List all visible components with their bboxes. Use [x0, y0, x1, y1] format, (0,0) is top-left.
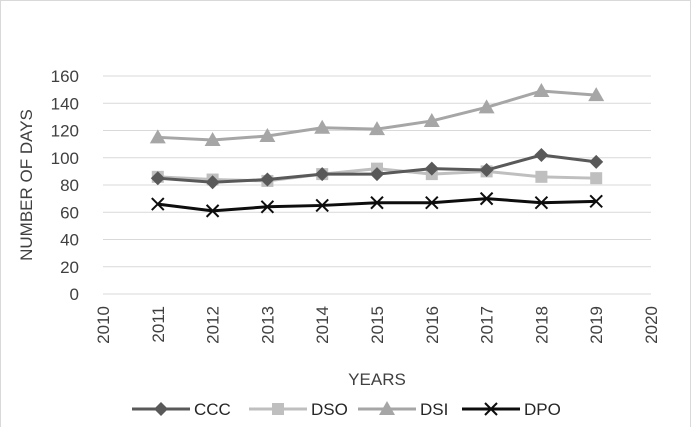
legend-label: DSI	[420, 400, 448, 419]
data-point	[379, 401, 395, 415]
data-point	[425, 196, 439, 210]
x-tick-label: 2016	[423, 306, 442, 344]
legend-item-dpo: DPO	[462, 400, 561, 419]
data-point-stroke	[260, 200, 275, 214]
data-point	[205, 175, 220, 190]
x-tick-label: 2020	[642, 306, 661, 344]
legend-item-ccc: CCC	[132, 400, 231, 419]
data-point	[314, 119, 331, 134]
y-axis-title: NUMBER OF DAYS	[17, 109, 36, 261]
x-axis-title: YEARS	[348, 370, 406, 389]
gridlines	[103, 75, 651, 295]
data-point-stroke	[205, 204, 220, 218]
y-tick-label: 60	[60, 203, 79, 222]
data-point	[260, 172, 275, 187]
data-point	[272, 403, 284, 415]
series-line	[157, 197, 597, 213]
y-tick-label: 120	[51, 122, 79, 141]
data-point	[149, 129, 166, 144]
data-point	[370, 196, 384, 210]
data-point	[150, 171, 165, 186]
series-ccc	[150, 148, 604, 190]
data-point	[534, 148, 549, 163]
y-tick-label: 20	[60, 258, 79, 277]
data-point	[423, 112, 440, 127]
y-tick-labels: 0 20 40 60 80 100 120 140 160	[51, 67, 79, 304]
data-point	[534, 196, 549, 210]
data-point-stroke	[370, 196, 384, 210]
data-point-stroke	[484, 402, 498, 416]
data-point	[259, 127, 276, 142]
x-tick-label: 2019	[587, 306, 606, 344]
data-point	[154, 402, 168, 416]
series-dsi	[149, 82, 605, 147]
y-tick-label: 80	[60, 176, 79, 195]
data-point-stroke	[479, 191, 494, 206]
x-tick-label: 2015	[368, 306, 387, 344]
legend-label: DSO	[311, 400, 348, 419]
data-point	[484, 402, 498, 416]
data-point-stroke	[425, 196, 439, 210]
y-tick-label: 0	[70, 285, 79, 304]
data-point	[370, 167, 384, 182]
legend: CCC DSO DSI DPO	[132, 400, 561, 419]
data-point	[151, 197, 165, 211]
x-tick-label: 2011	[149, 306, 168, 343]
x-tick-label: 2017	[478, 306, 497, 344]
legend-label: DPO	[524, 400, 561, 419]
series-group	[149, 82, 605, 218]
y-tick-label: 140	[51, 94, 79, 113]
legend-item-dsi: DSI	[358, 400, 448, 419]
data-point	[204, 132, 221, 147]
data-point-stroke	[315, 198, 329, 213]
y-tick-label: 40	[60, 231, 79, 250]
data-point	[315, 198, 329, 213]
data-point	[315, 167, 330, 182]
y-tick-label: 100	[51, 149, 79, 168]
data-point	[424, 161, 439, 176]
data-point	[260, 200, 275, 214]
x-tick-label: 2012	[204, 306, 223, 344]
data-point	[479, 163, 494, 178]
data-point	[479, 191, 494, 206]
x-tick-label: 2010	[94, 306, 113, 344]
data-point	[589, 194, 603, 209]
data-point-stroke	[534, 196, 549, 210]
legend-label: CCC	[194, 400, 231, 419]
data-point	[589, 154, 604, 169]
data-point	[533, 82, 550, 97]
data-point-stroke	[151, 197, 165, 211]
x-tick-labels: 2010 2011 2012 2013 2014 2015 2016 2017 2018 2019…	[94, 306, 661, 344]
data-point	[590, 172, 603, 185]
x-tick-label: 2013	[258, 306, 277, 344]
y-tick-label: 160	[51, 67, 79, 86]
x-tick-label: 2014	[313, 306, 332, 344]
data-point	[478, 99, 495, 114]
legend-item-dso: DSO	[249, 400, 348, 419]
data-point	[535, 170, 548, 183]
data-point	[588, 87, 605, 102]
data-point	[205, 204, 220, 218]
series-dpo	[151, 191, 603, 218]
data-point	[369, 121, 385, 136]
data-point-stroke	[589, 194, 603, 209]
x-tick-label: 2018	[532, 306, 551, 344]
